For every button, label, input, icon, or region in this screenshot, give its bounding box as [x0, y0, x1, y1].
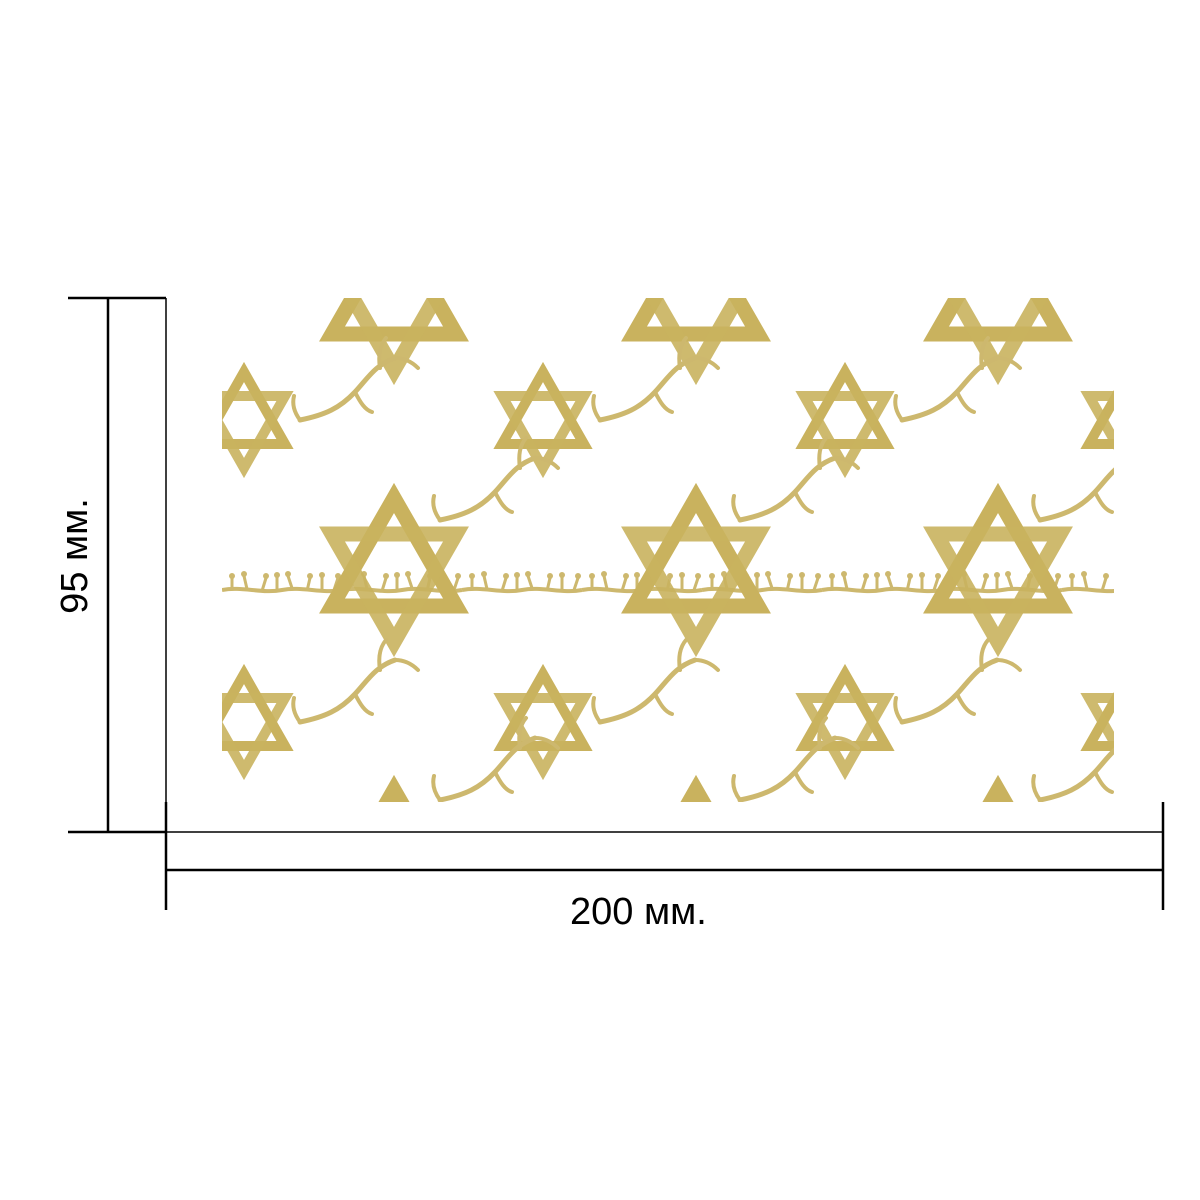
width-label: 200 мм.: [570, 891, 707, 933]
pattern-area: [222, 298, 1114, 802]
height-label: 95 мм.: [54, 498, 96, 614]
dimension-lines: [68, 296, 1165, 910]
